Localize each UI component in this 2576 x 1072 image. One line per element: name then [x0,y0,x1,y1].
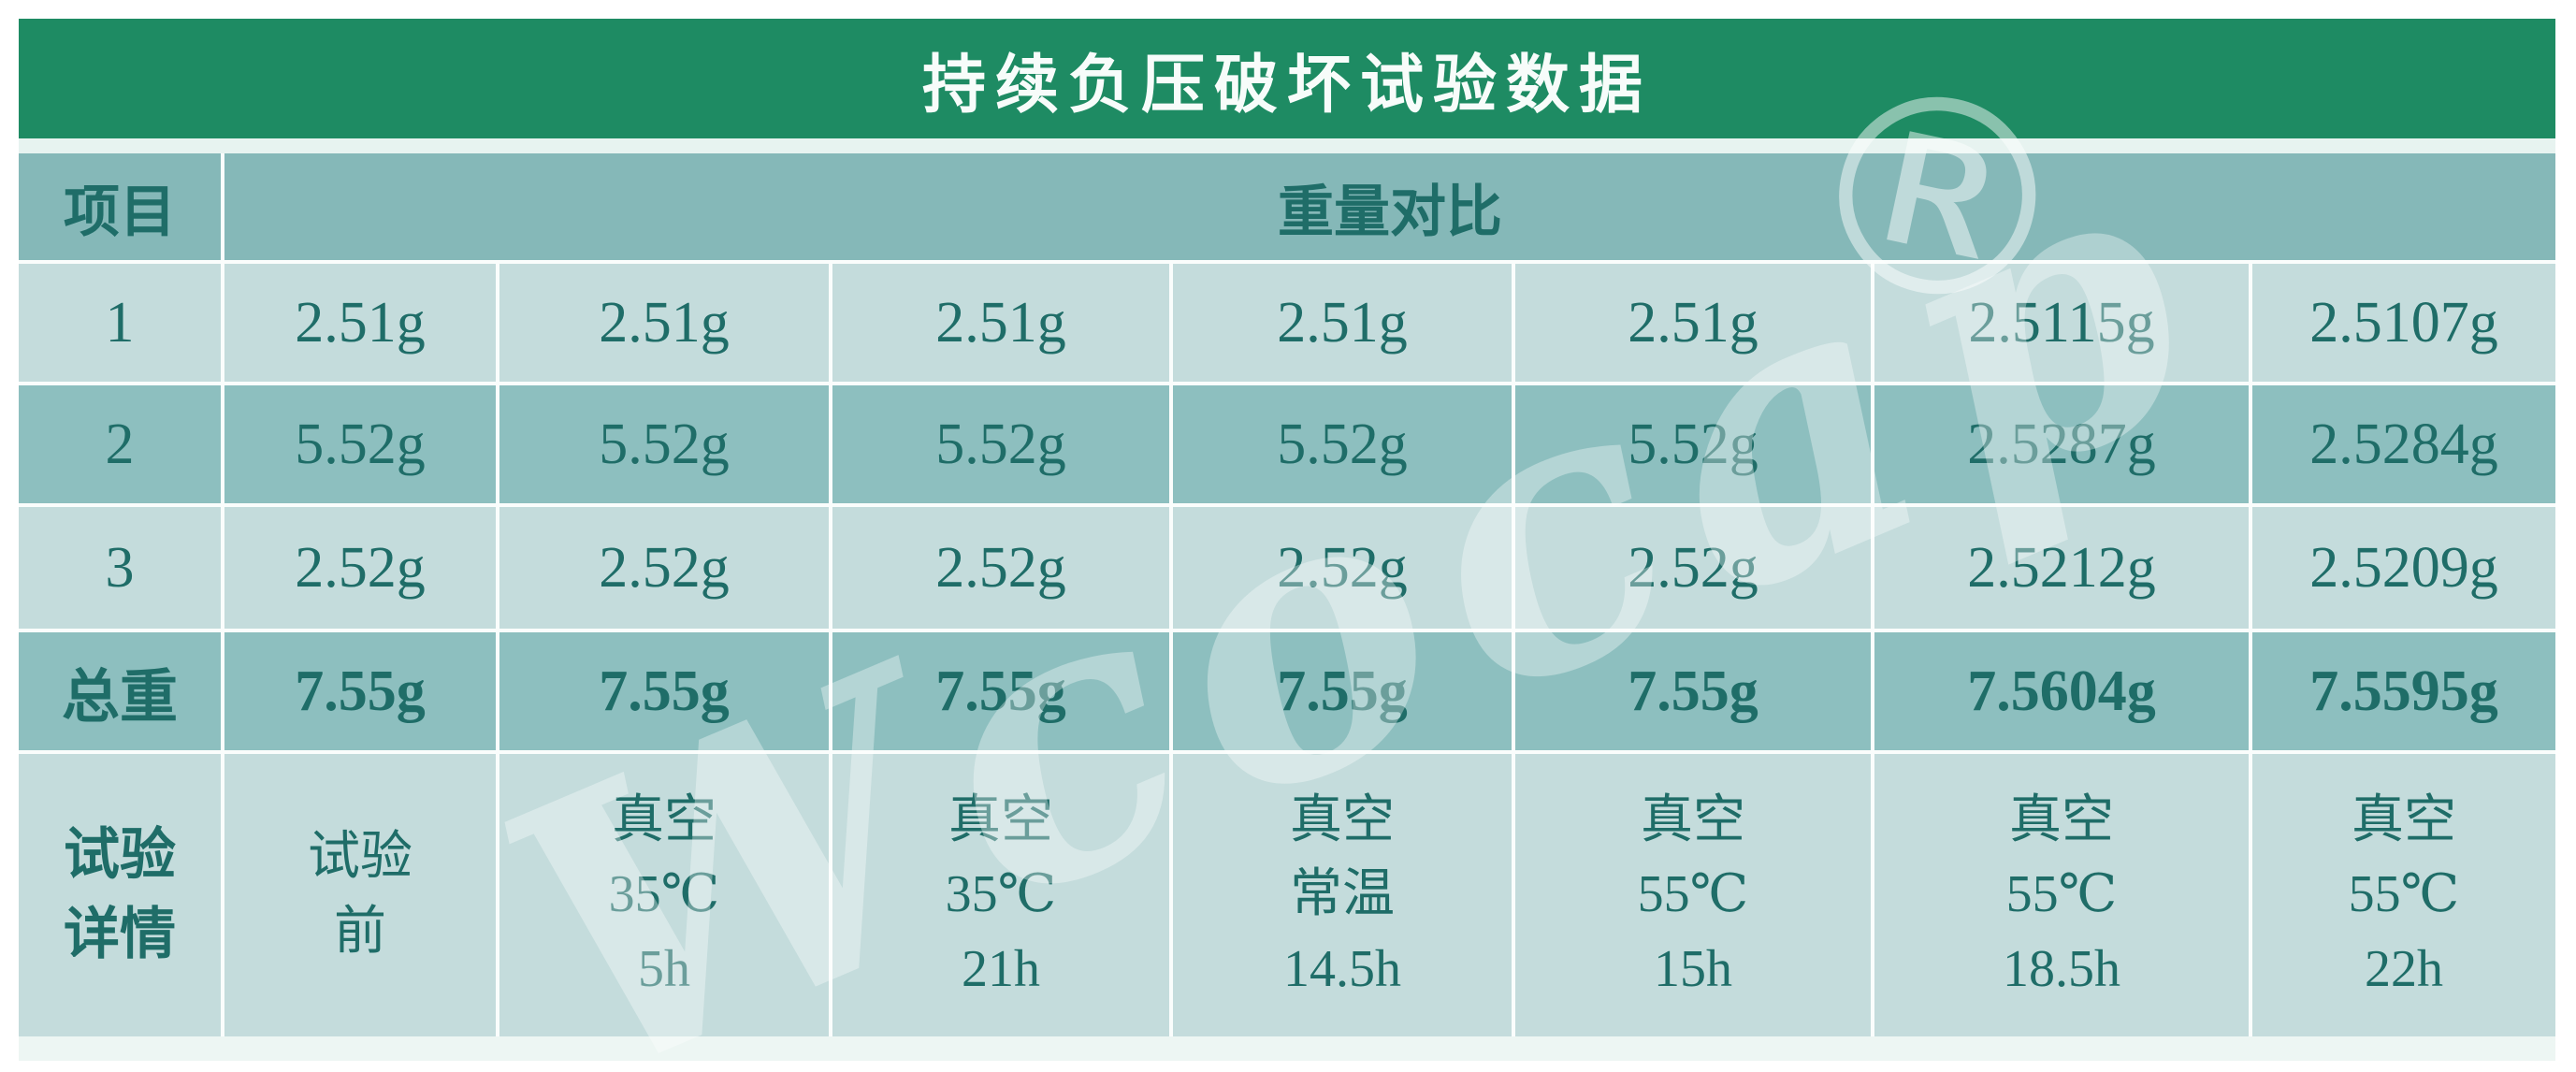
table-title: 持续负压破坏试验数据 [19,19,2555,138]
table-cell: 2.52g [1515,507,1871,629]
table-cell: 2.52g [832,507,1169,629]
row-label: 2 [19,385,221,503]
test-details-label: 试验 详情 [19,754,221,1036]
divider-strip [19,138,2555,153]
table-cell: 2.51g [1173,264,1512,382]
table-cell: 7.55g [499,632,829,750]
table-cell: 7.55g [224,632,496,750]
table-cell: 7.55g [1515,632,1871,750]
table-cell: 5.52g [224,385,496,503]
table-cell: 2.51g [1515,264,1871,382]
table-cell: 2.5115g [1874,264,2249,382]
table-cell: 2.5212g [1874,507,2249,629]
test-condition-cell: 真空 55℃ 22h [2252,754,2555,1036]
table-cell: 7.5604g [1874,632,2249,750]
table-cell: 7.5595g [2252,632,2555,750]
table-cell: 5.52g [832,385,1169,503]
item-column-header: 项目 [19,153,221,260]
table-cell: 2.5287g [1874,385,2249,503]
total-weight-label: 总重 [19,632,221,750]
test-condition-cell: 试验 前 [224,754,496,1036]
table-cell: 2.5284g [2252,385,2555,503]
test-condition-cell: 真空 35℃ 21h [832,754,1169,1036]
weight-comparison-table: 项目 重量对比 1 2.51g 2.51g 2.51g 2.51g 2.51g … [19,153,2555,1036]
table-cell: 2.5209g [2252,507,2555,629]
test-condition-cell: 真空 55℃ 15h [1515,754,1871,1036]
table-cell: 5.52g [1173,385,1512,503]
table-cell: 2.52g [224,507,496,629]
row-label: 1 [19,264,221,382]
test-condition-cell: 真空 55℃ 18.5h [1874,754,2249,1036]
row-label: 3 [19,507,221,629]
table-cell: 7.55g [1173,632,1512,750]
table-cell: 2.51g [832,264,1169,382]
test-condition-cell: 真空 35℃ 5h [499,754,829,1036]
bottom-strip [19,1036,2555,1061]
table-cell: 2.51g [224,264,496,382]
table-cell: 2.52g [499,507,829,629]
weight-comparison-header: 重量对比 [224,153,2555,260]
table-cell: 5.52g [1515,385,1871,503]
test-condition-cell: 真空 常温 14.5h [1173,754,1512,1036]
table-cell: 7.55g [832,632,1169,750]
table-cell: 2.52g [1173,507,1512,629]
table-cell: 2.51g [499,264,829,382]
table-cell: 2.5107g [2252,264,2555,382]
table-cell: 5.52g [499,385,829,503]
